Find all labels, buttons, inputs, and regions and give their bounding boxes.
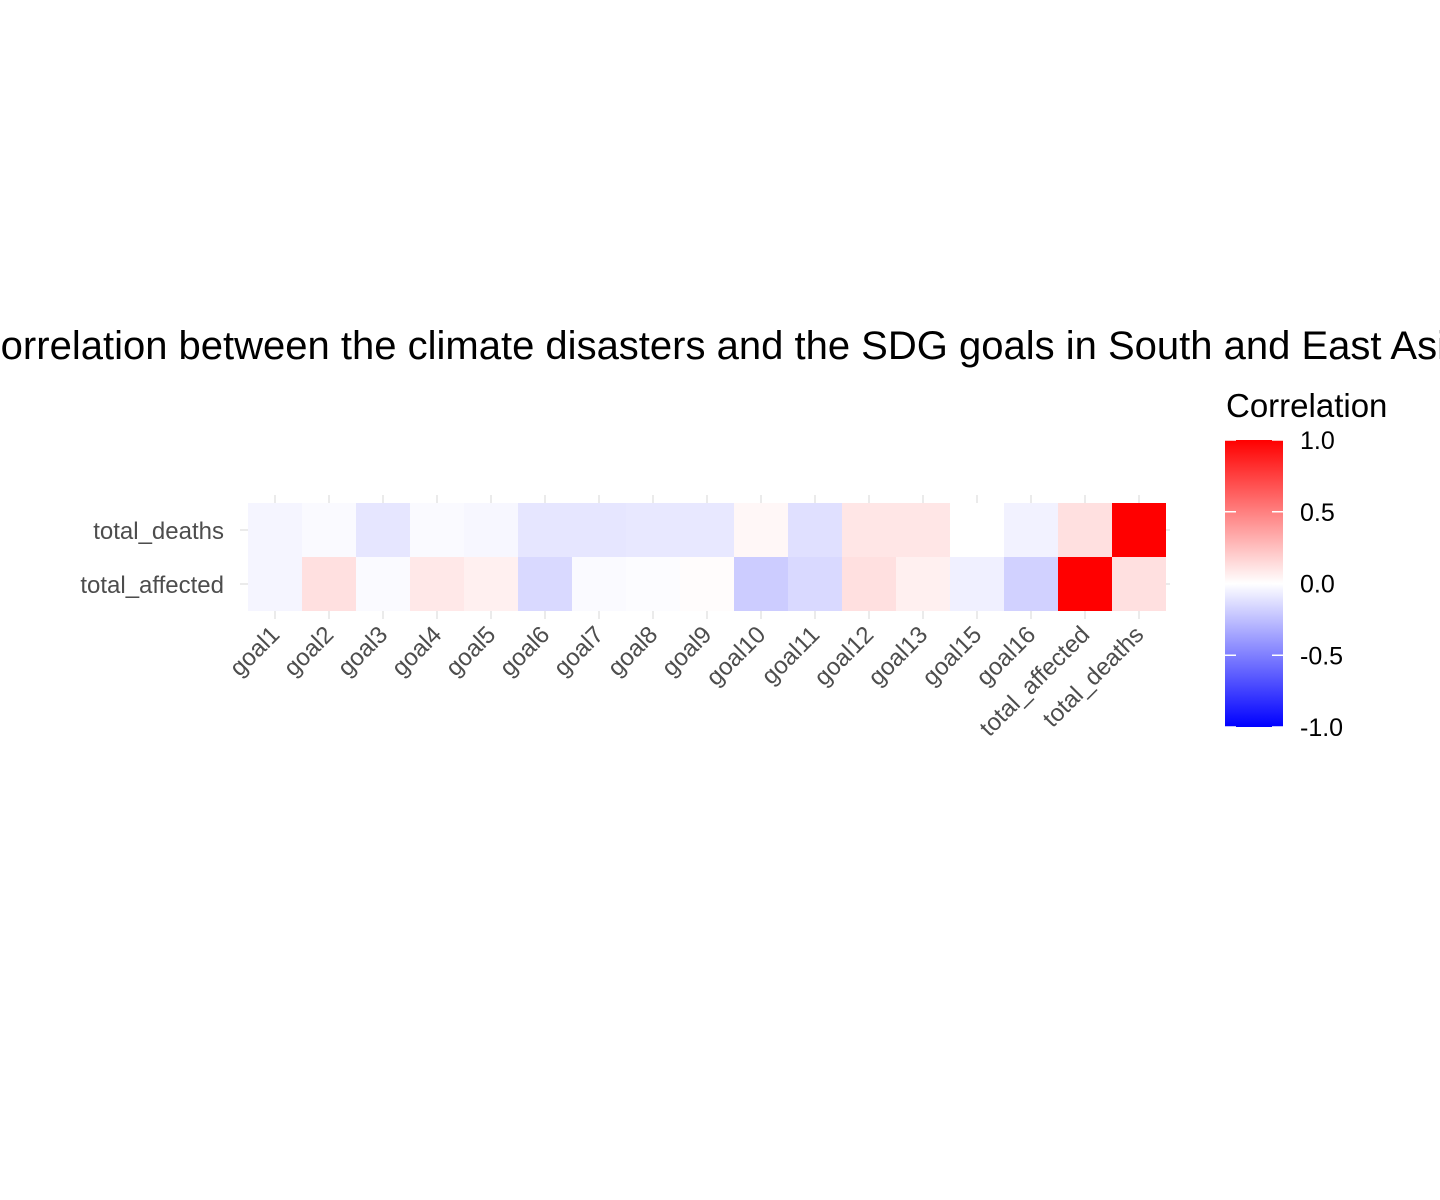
heatmap-cell-total_deaths-goal8	[626, 503, 680, 557]
x-tick-label: goal15	[917, 621, 987, 691]
heatmap-cell-total_affected-goal16	[1004, 557, 1058, 611]
y-tick-label: total_affected	[80, 572, 224, 599]
x-tick-label: goal6	[495, 621, 556, 682]
heatmap-cell-total_deaths-goal1	[248, 503, 302, 557]
heatmap-cell-total_affected-goal5	[464, 557, 518, 611]
heatmap-cell-total_deaths-goal3	[356, 503, 410, 557]
heatmap-cell-total_affected-goal7	[572, 557, 626, 611]
heatmap-cell-total_affected-goal10	[734, 557, 788, 611]
heatmap-cell-total_deaths-goal11	[788, 503, 842, 557]
x-tick-label: goal13	[863, 621, 933, 691]
heatmap-cell-total_affected-goal12	[842, 557, 896, 611]
heatmap-cell-total_deaths-total_affected	[1058, 503, 1112, 557]
x-tick-label: goal8	[603, 621, 664, 682]
heatmap-cell-total_deaths-goal4	[410, 503, 464, 557]
heatmap-cell-total_deaths-goal15	[950, 503, 1004, 557]
heatmap-cell-total_affected-goal11	[788, 557, 842, 611]
heatmap-cell-total_deaths-goal6	[518, 503, 572, 557]
heatmap-cell-total_deaths-goal9	[680, 503, 734, 557]
legend-ticks: 1.0 0.5 0.0 -0.5 -1.0	[1225, 427, 1343, 742]
heatmap-cell-total_affected-total_affected	[1058, 557, 1112, 611]
legend-tick-label: 1.0	[1300, 427, 1335, 455]
x-tick-label: goal4	[387, 621, 448, 682]
x-tick-label: goal5	[441, 621, 502, 682]
heatmap-cell-total_deaths-goal13	[896, 503, 950, 557]
heatmap-cell-total_affected-goal8	[626, 557, 680, 611]
x-tick-label: goal10	[701, 621, 771, 691]
heatmap-cell-total_deaths-goal12	[842, 503, 896, 557]
heatmap-cell-total_affected-goal2	[302, 557, 356, 611]
x-tick-label: goal3	[333, 621, 394, 682]
heatmap-tiles	[248, 503, 1166, 611]
heatmap-cell-total_affected-goal4	[410, 557, 464, 611]
heatmap-cell-total_deaths-goal16	[1004, 503, 1058, 557]
heatmap-cell-total_affected-goal1	[248, 557, 302, 611]
x-tick-label: goal7	[549, 621, 610, 682]
y-axis-labels: total_deaths total_affected	[80, 518, 224, 599]
legend-tick-label: -0.5	[1300, 642, 1343, 670]
heatmap-cell-total_deaths-goal10	[734, 503, 788, 557]
heatmap-cell-total_affected-goal15	[950, 557, 1004, 611]
chart-title: Correlation between the climate disaster…	[0, 324, 1440, 368]
legend-tick-label: 0.5	[1300, 499, 1335, 527]
heatmap-cell-total_affected-goal3	[356, 557, 410, 611]
y-tick-label: total_deaths	[93, 518, 224, 545]
x-tick-label: goal1	[225, 621, 286, 682]
x-tick-label: goal12	[809, 621, 879, 691]
legend-tick-label: 0.0	[1300, 571, 1335, 599]
legend-title: Correlation	[1226, 387, 1387, 424]
heatmap-cell-total_deaths-goal5	[464, 503, 518, 557]
heatmap-cell-total_affected-goal9	[680, 557, 734, 611]
heatmap-cell-total_deaths-total_deaths	[1112, 503, 1166, 557]
heatmap-cell-total_deaths-goal2	[302, 503, 356, 557]
legend-tick-label: -1.0	[1300, 714, 1343, 742]
heatmap-cell-total_affected-goal13	[896, 557, 950, 611]
legend: Correlation 1.0 0.5 0.0 -0.5 -1.0	[1225, 387, 1387, 742]
heatmap-cell-total_affected-goal6	[518, 557, 572, 611]
x-axis-labels: goal1goal2goal3goal4goal5goal6goal7goal8…	[225, 621, 1150, 742]
heatmap-cell-total_affected-total_deaths	[1112, 557, 1166, 611]
x-tick-label: goal11	[756, 621, 825, 690]
x-tick-label: goal2	[279, 621, 340, 682]
heatmap-cell-total_deaths-goal7	[572, 503, 626, 557]
